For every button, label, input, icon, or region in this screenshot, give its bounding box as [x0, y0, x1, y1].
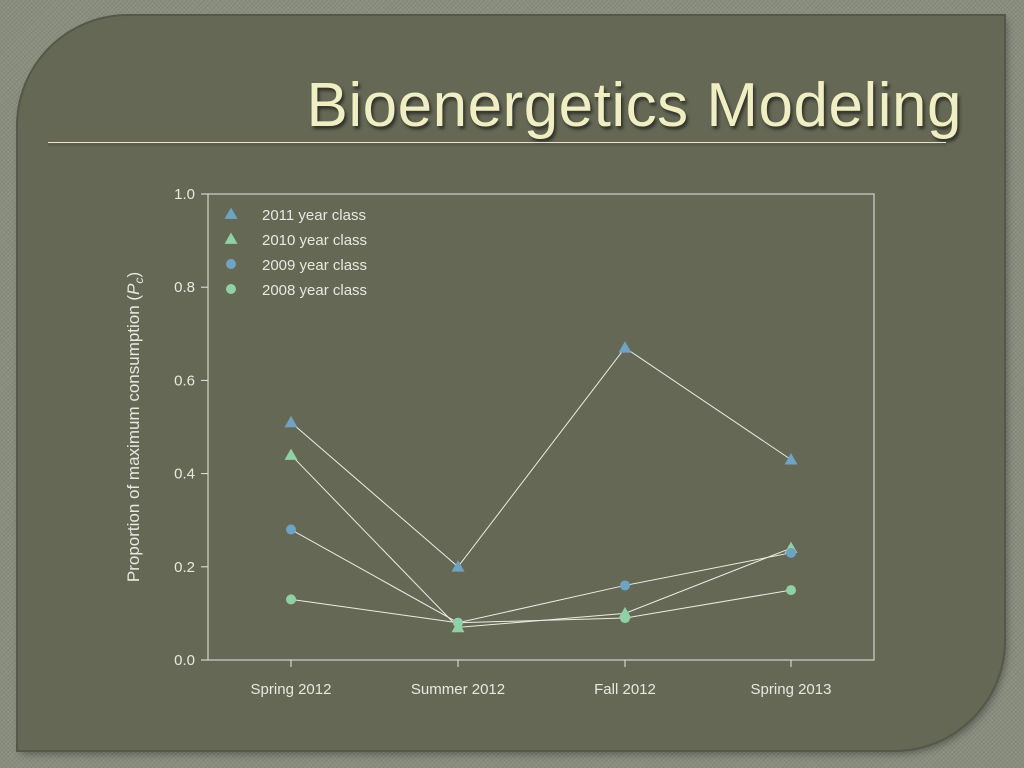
series-line-0 — [290, 347, 792, 568]
x-tick-label: Spring 2013 — [751, 681, 832, 698]
series-line-2 — [290, 529, 792, 624]
slide-frame — [18, 16, 1004, 750]
data-point-series-1 — [284, 448, 298, 460]
data-point-series-0 — [784, 453, 798, 465]
y-tick-label: 0.6 — [174, 372, 195, 389]
legend-label-1: 2010 year class — [262, 232, 367, 249]
legend-marker-0 — [224, 207, 238, 219]
data-point-series-2 — [286, 524, 296, 535]
legend-marker-1 — [224, 232, 238, 244]
legend-label-3: 2008 year class — [262, 282, 367, 299]
series-markers — [284, 341, 798, 633]
y-tick-label: 0.8 — [174, 279, 195, 296]
legend-label-2: 2009 year class — [262, 257, 367, 274]
data-point-series-0 — [451, 560, 465, 572]
data-point-series-0 — [284, 415, 298, 428]
slide-title: Bioenergetics Modeling — [306, 71, 962, 140]
y-axis: 0.0 0.2 0.4 0.6 0.8 1.0 — [174, 186, 208, 669]
y-tick-label: 0.0 — [174, 652, 195, 669]
series-line-1 — [290, 454, 792, 628]
y-axis-label-symbol: P — [124, 283, 143, 295]
x-tick-label: Summer 2012 — [411, 681, 505, 698]
plot-area-border — [207, 193, 875, 661]
data-point-series-3 — [453, 617, 463, 628]
series-line-3 — [290, 589, 792, 624]
chart-legend: 2011 year class 2010 year class 2009 year … — [224, 207, 367, 299]
data-point-series-3 — [286, 594, 296, 605]
data-point-series-3 — [620, 613, 630, 624]
y-tick-label: 0.4 — [174, 466, 195, 483]
x-tick-label: Fall 2012 — [594, 681, 656, 698]
legend-marker-3 — [226, 284, 236, 294]
y-axis-label-subscript: c — [132, 278, 146, 284]
y-axis-label-close: ) — [124, 272, 143, 278]
x-tick-label: Spring 2012 — [251, 681, 332, 698]
series-lines — [290, 347, 792, 628]
y-axis-label: Proportion of maximum consumption (Pc) — [124, 272, 146, 582]
data-point-series-3 — [786, 585, 796, 596]
title-divider — [48, 142, 946, 143]
x-axis: Spring 2012 Summer 2012 Fall 2012 Spring 20… — [251, 660, 832, 698]
data-point-series-0 — [618, 341, 632, 353]
legend-marker-2 — [226, 259, 236, 269]
data-point-series-2 — [620, 580, 630, 591]
data-point-series-2 — [786, 547, 796, 558]
y-tick-label: 0.2 — [174, 559, 195, 576]
legend-label-0: 2011 year class — [262, 207, 366, 224]
y-axis-label-text: Proportion of maximum consumption ( — [124, 295, 143, 583]
y-tick-label: 1.0 — [174, 186, 195, 203]
